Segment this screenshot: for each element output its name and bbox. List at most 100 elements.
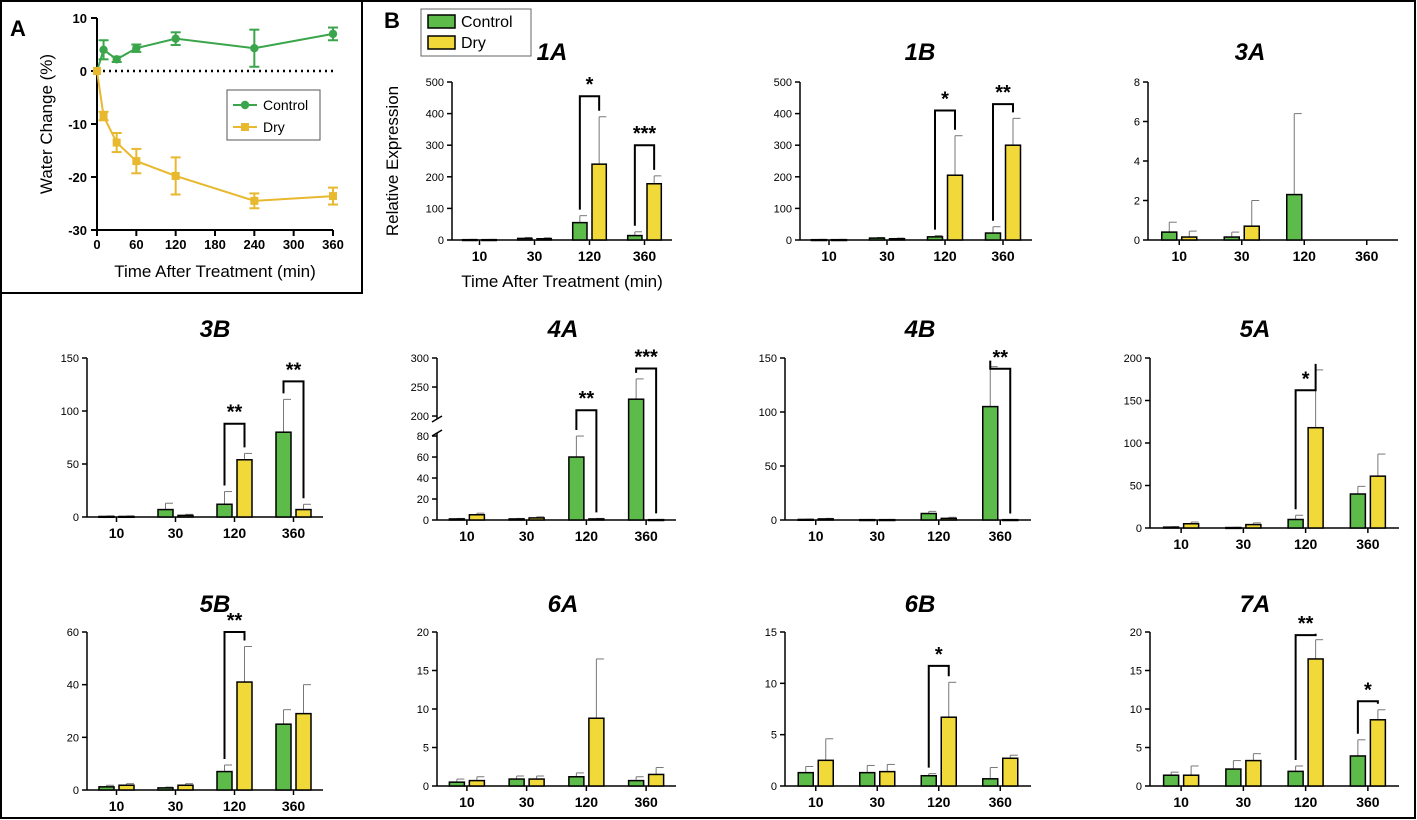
bar-dry-30 bbox=[1245, 759, 1262, 787]
x-tick-label: 360 bbox=[282, 798, 306, 814]
significance-bracket bbox=[927, 664, 950, 768]
significance-bracket bbox=[223, 631, 246, 759]
y-tick-label: 200 bbox=[774, 172, 792, 184]
y-tick-label: 200 bbox=[411, 411, 429, 423]
bar-chart-5b: 5B 0 20 40 60 10 30 120 360 ** bbox=[67, 591, 323, 814]
significance-label: * bbox=[941, 88, 949, 110]
bar-dry-120 bbox=[236, 459, 253, 518]
a-point-dry bbox=[112, 138, 121, 147]
a-legend-marker bbox=[241, 123, 249, 131]
bar-control-360 bbox=[1349, 755, 1367, 787]
bar-dry-120 bbox=[940, 716, 957, 787]
y-tick-label: 5 bbox=[771, 730, 777, 742]
a-point-control bbox=[328, 29, 338, 39]
bar-dry-30 bbox=[1245, 523, 1262, 529]
a-point-dry bbox=[132, 157, 141, 166]
y-tick-label: 0 bbox=[771, 781, 777, 793]
chart-title: 6B bbox=[905, 591, 936, 618]
significance-label: ** bbox=[1298, 613, 1314, 635]
a-x-tick-label: 180 bbox=[204, 237, 226, 252]
y-tick-label: 200 bbox=[426, 172, 444, 184]
panel-a-label: A bbox=[10, 16, 26, 41]
x-tick-label: 30 bbox=[869, 528, 885, 544]
a-legend-marker bbox=[240, 100, 250, 110]
y-tick-label: 8 bbox=[1134, 77, 1140, 89]
bar-dry-30 bbox=[528, 517, 545, 521]
y-tick-label: 20 bbox=[67, 732, 79, 744]
x-tick-label: 120 bbox=[223, 525, 247, 541]
x-tick-label: 360 bbox=[1356, 536, 1380, 552]
bar-dry-30 bbox=[177, 784, 194, 791]
axis-break-mark bbox=[431, 429, 443, 437]
x-tick-label: 30 bbox=[869, 794, 885, 810]
bar-control-360 bbox=[982, 405, 999, 521]
panel-b-label: B bbox=[384, 8, 400, 33]
significance-bracket bbox=[223, 422, 246, 486]
y-tick-label: 20 bbox=[417, 494, 429, 506]
bar-control-30 bbox=[868, 237, 886, 241]
a-y-tick-label: 10 bbox=[73, 11, 87, 26]
bar-dry-30 bbox=[888, 237, 906, 241]
bar-dry-30 bbox=[177, 514, 194, 518]
y-tick-label: 15 bbox=[417, 666, 429, 678]
y-tick-label: 0 bbox=[1136, 523, 1142, 535]
a-x-axis-label: Time After Treatment (min) bbox=[114, 262, 316, 281]
bar-control-360 bbox=[1349, 493, 1367, 529]
chart-title: 7A bbox=[1240, 591, 1271, 618]
a-point-dry bbox=[250, 196, 259, 205]
a-y-tick-label: -30 bbox=[68, 223, 87, 238]
a-legend-label: Dry bbox=[263, 119, 285, 135]
chart-title: 6A bbox=[548, 591, 579, 618]
bar-control-10 bbox=[797, 518, 814, 522]
y-tick-label: 2 bbox=[1134, 196, 1140, 208]
significance-bracket bbox=[1294, 633, 1317, 760]
bar-dry-120 bbox=[588, 518, 605, 521]
a-legend-box bbox=[226, 89, 321, 141]
bar-control-10 bbox=[1162, 774, 1180, 787]
x-tick-label: 10 bbox=[808, 794, 824, 810]
significance-bracket bbox=[575, 409, 598, 513]
bar-dry-360 bbox=[1002, 757, 1019, 787]
x-tick-label: 10 bbox=[821, 248, 837, 264]
y-tick-label: 100 bbox=[61, 406, 79, 418]
significance-bracket bbox=[992, 103, 1014, 221]
bar-dry-360 bbox=[1004, 144, 1022, 241]
a-point-control bbox=[132, 44, 141, 53]
bar-dry-10 bbox=[118, 515, 135, 519]
significance-label: * bbox=[1302, 368, 1310, 390]
bar-control-30 bbox=[859, 518, 876, 522]
y-tick-label: 500 bbox=[774, 77, 792, 89]
a-point-control bbox=[99, 45, 108, 54]
y-axis-label: Relative Expression bbox=[383, 86, 402, 236]
bar-dry-10 bbox=[830, 238, 848, 242]
x-tick-label: 360 bbox=[1355, 248, 1379, 264]
significance-label: ** bbox=[992, 347, 1008, 369]
x-tick-label: 30 bbox=[519, 794, 535, 810]
bar-dry-30 bbox=[528, 778, 545, 787]
bar-dry-10 bbox=[1182, 774, 1200, 787]
bar-control-10 bbox=[448, 781, 466, 787]
bar-control-120 bbox=[1287, 770, 1304, 787]
bar-control-30 bbox=[1223, 236, 1240, 241]
y-tick-label: 0 bbox=[1134, 235, 1140, 247]
bar-control-120 bbox=[1287, 518, 1304, 529]
x-tick-label: 30 bbox=[168, 525, 184, 541]
bar-dry-120 bbox=[591, 163, 608, 241]
a-point-dry bbox=[329, 192, 337, 201]
bar-dry-10 bbox=[481, 238, 498, 242]
x-tick-label: 360 bbox=[634, 794, 658, 810]
y-tick-label: 150 bbox=[759, 353, 777, 365]
chart-title: 5B bbox=[200, 591, 231, 618]
bar-chart-3a: 3A 0 2 4 6 8 10 30 120 360 bbox=[1134, 39, 1398, 264]
panel-a-line-chart: -30 -20 -10 0 10 0 60 120 180 240 300 360 Time After… bbox=[37, 11, 344, 281]
a-x-tick-label: 60 bbox=[129, 237, 143, 252]
bar-control-30 bbox=[157, 787, 174, 791]
bar-control-30 bbox=[1225, 768, 1242, 787]
bar-dry-10 bbox=[817, 518, 834, 521]
significance-label: ** bbox=[579, 388, 595, 410]
axis-break-mark bbox=[431, 415, 443, 423]
